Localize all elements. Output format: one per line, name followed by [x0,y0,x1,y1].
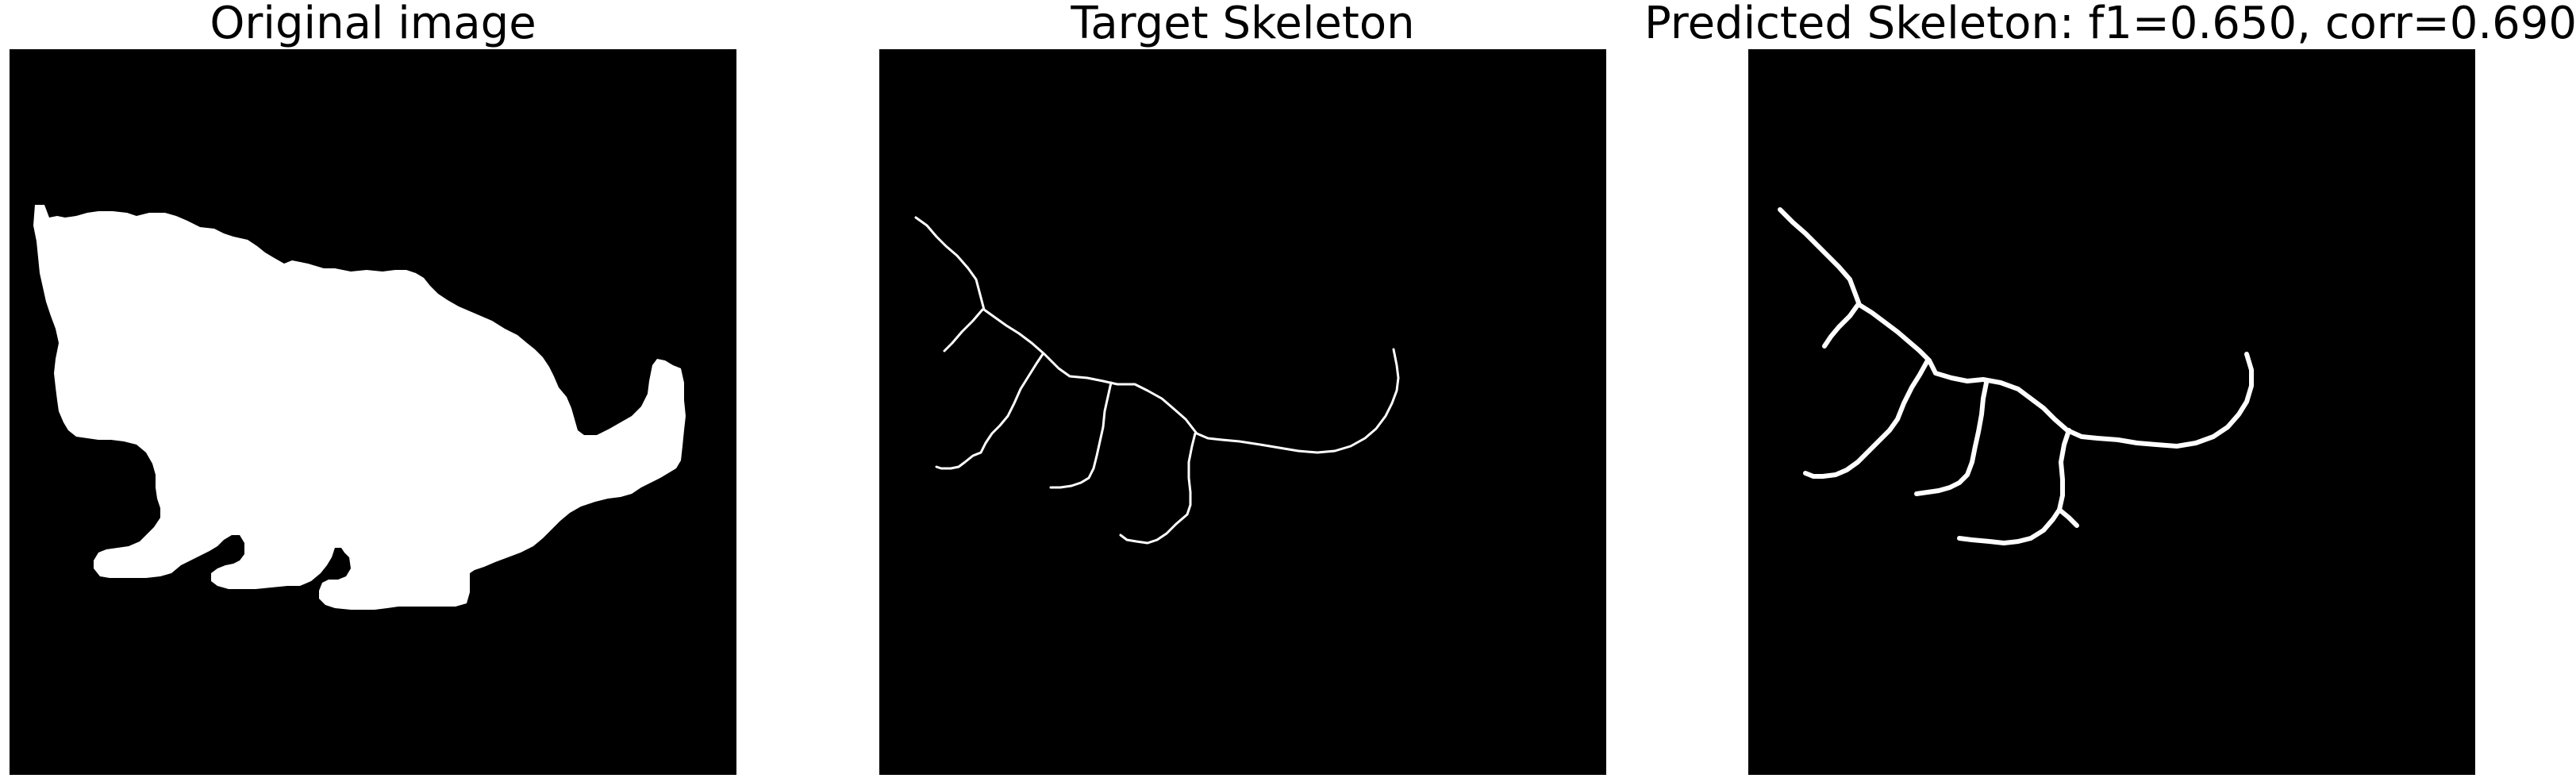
predicted-skeleton-image [1778,207,2254,545]
target-skeleton-title: Target Skeleton [1071,0,1415,49]
original-image-title: Original image [210,0,536,49]
cat-silhouette-image [33,205,686,610]
original-image-panel [10,49,736,775]
target-skeleton-spine [914,216,1400,454]
predicted-skeleton-panel [1748,49,2475,775]
predicted-skeleton-spine [1778,207,2254,449]
predicted-skeleton-branch-head [1822,302,1860,349]
target-skeleton-leg-2 [1049,381,1113,489]
predicted-skeleton-leg-2 [1914,380,1989,496]
target-skeleton-panel [879,49,1606,775]
predicted-skeleton-leg-3-spur [2057,507,2079,528]
predicted-skeleton-leg-3 [1957,428,2071,545]
predicted-skeleton-leg-1 [1803,358,1930,479]
target-skeleton-leg-3 [1119,432,1197,545]
target-skeleton-leg-1 [935,352,1044,470]
target-skeleton-image [914,216,1400,545]
predicted-skeleton-title: Predicted Skeleton: f1=0.650, corr=0.690 [1644,0,2576,49]
cat-silhouette [33,205,686,610]
target-skeleton-branch-head [943,308,984,352]
